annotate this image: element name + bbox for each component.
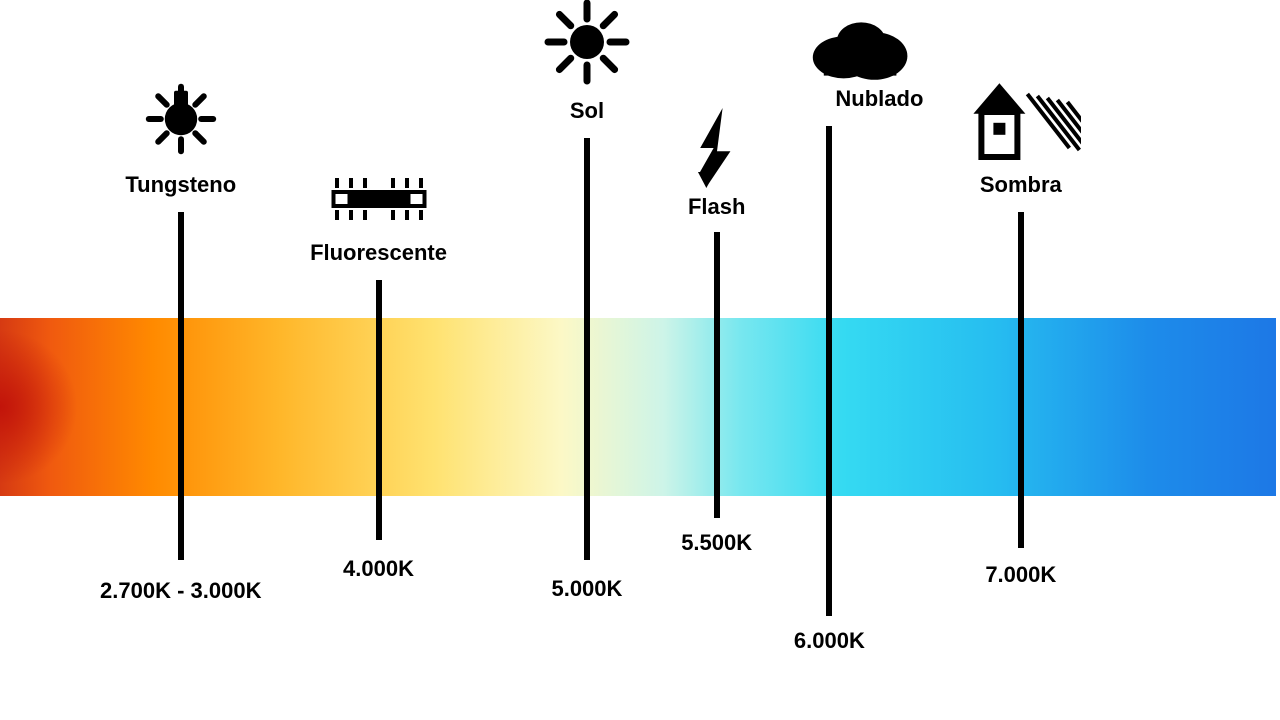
flash-icon bbox=[689, 108, 745, 188]
marker-line-shade bbox=[1018, 212, 1024, 548]
fluorescent-icon bbox=[314, 164, 444, 234]
marker-line-tungsten bbox=[178, 212, 184, 560]
marker-temp-sun: 5.000K bbox=[551, 576, 622, 602]
marker-line-fluorescent bbox=[376, 280, 382, 540]
marker-line-sun bbox=[584, 138, 590, 560]
marker-temp-cloudy: 6.000K bbox=[794, 628, 865, 654]
marker-temp-tungsten: 2.700K - 3.000K bbox=[100, 578, 261, 604]
marker-temp-flash: 5.500K bbox=[681, 530, 752, 556]
marker-label-sun: Sol bbox=[570, 98, 604, 124]
marker-label-flash: Flash bbox=[688, 194, 745, 220]
marker-line-cloudy bbox=[826, 126, 832, 616]
bulb-sun-icon bbox=[136, 70, 226, 160]
sun-icon bbox=[537, 0, 637, 92]
marker-temp-fluorescent: 4.000K bbox=[343, 556, 414, 582]
marker-label-tungsten: Tungsteno bbox=[125, 172, 236, 198]
cloud-icon bbox=[804, 14, 914, 84]
color-temperature-diagram: Tungsteno 2.700K - 3.000K Fluorescente 4.00… bbox=[0, 0, 1280, 720]
kelvin-gradient-bar bbox=[0, 318, 1276, 496]
marker-label-cloudy: Nublado bbox=[835, 86, 923, 112]
marker-temp-shade: 7.000K bbox=[985, 562, 1056, 588]
marker-label-fluorescent: Fluorescente bbox=[310, 240, 447, 266]
marker-label-shade: Sombra bbox=[980, 172, 1062, 198]
marker-line-flash bbox=[714, 232, 720, 518]
shade-icon bbox=[961, 76, 1081, 166]
